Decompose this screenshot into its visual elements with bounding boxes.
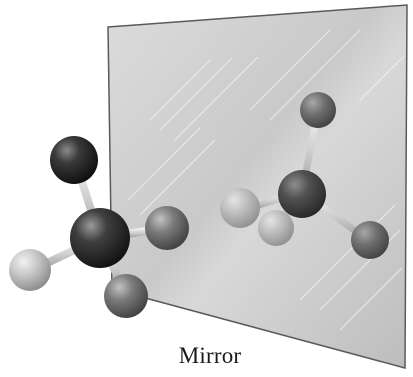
central-carbon-atom — [70, 208, 130, 268]
light-atom — [9, 249, 51, 291]
original-molecule — [9, 136, 189, 318]
reflected-light-atom-lower — [258, 210, 294, 246]
mirror-caption: Mirror — [178, 343, 242, 368]
dark-atom — [50, 136, 98, 184]
reflected-right-atom — [351, 221, 389, 259]
reflected-light-atom — [220, 188, 260, 228]
right-gray-atom — [145, 206, 189, 250]
reflected-carbon-atom — [278, 170, 326, 218]
mirror-streaks — [127, 29, 405, 331]
mirror-plane — [107, 4, 408, 369]
bottom-gray-atom — [104, 274, 148, 318]
reflected-molecule — [220, 92, 389, 259]
reflected-top-atom — [300, 92, 336, 128]
